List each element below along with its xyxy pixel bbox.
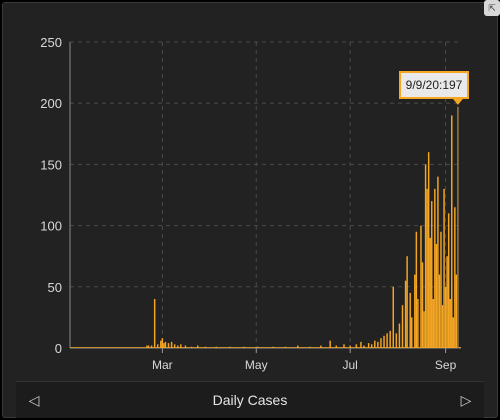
bar: [153, 299, 156, 348]
tooltip-pointer: [452, 98, 463, 105]
bar: [414, 274, 416, 348]
x-tick-label: Sep: [435, 358, 457, 372]
bar: [160, 340, 162, 348]
triangle-left-icon[interactable]: ◁: [28, 392, 40, 408]
bar: [272, 346, 274, 348]
bar: [432, 299, 435, 348]
bar: [343, 344, 345, 348]
bar: [431, 201, 433, 348]
y-tick-label: 250: [40, 35, 62, 50]
data-tooltip: 9/9/20:197: [399, 71, 500, 99]
bar: [434, 188, 436, 348]
bar: [441, 305, 444, 348]
bar: [163, 343, 165, 348]
bar: [452, 317, 455, 348]
bar: [420, 225, 422, 348]
bar: [451, 115, 453, 348]
bar: [370, 344, 373, 348]
bar: [309, 346, 311, 348]
bar: [167, 343, 170, 348]
bar: [447, 213, 450, 348]
bar: [444, 286, 447, 348]
bar: [204, 346, 207, 348]
bar: [383, 335, 385, 348]
bar: [164, 341, 167, 348]
bar: [389, 330, 391, 348]
bar: [349, 345, 351, 348]
bar: [215, 346, 217, 348]
bar: [335, 345, 338, 348]
bar: [429, 237, 431, 348]
bar: [177, 345, 179, 348]
bar: [146, 345, 148, 348]
bar: [243, 346, 245, 348]
bar: [398, 323, 401, 348]
y-tick-label: 50: [48, 280, 62, 295]
bar: [437, 176, 439, 348]
bar: [380, 338, 382, 348]
bar: [170, 341, 173, 348]
bar: [257, 346, 259, 348]
bar: [180, 344, 182, 348]
bar: [150, 345, 153, 348]
bar: [363, 345, 365, 348]
bar: [426, 188, 428, 348]
bar: [454, 207, 456, 348]
y-tick-label: 0: [55, 341, 62, 356]
bar: [367, 343, 370, 348]
bar: [409, 292, 411, 348]
bar: [421, 262, 424, 348]
bar: [377, 341, 379, 348]
bar: [386, 333, 388, 348]
bar: [427, 152, 430, 348]
bar: [417, 299, 419, 348]
bar: [355, 344, 358, 348]
bar: [435, 243, 438, 348]
bar: [374, 340, 376, 348]
y-tick-label: 150: [40, 157, 62, 172]
bar: [401, 305, 404, 348]
x-tick-label: Mar: [152, 358, 173, 372]
bar: [446, 256, 448, 348]
bar: [392, 286, 395, 348]
triangle-right-icon[interactable]: ▷: [460, 392, 472, 408]
y-tick-label: 200: [40, 96, 62, 111]
bar: [197, 345, 199, 348]
bar: [415, 231, 418, 348]
chart-title: Daily Cases: [212, 392, 288, 408]
bar: [297, 345, 299, 348]
bar: [173, 344, 176, 348]
bar: [360, 341, 362, 348]
chart-footer: ◁ Daily Cases ▷: [16, 381, 484, 418]
bar: [443, 188, 445, 348]
tooltip-label: 9/9/20:197: [399, 71, 469, 99]
bar: [157, 344, 159, 348]
bar: [190, 346, 193, 348]
bar: [184, 345, 187, 348]
bar: [404, 280, 407, 348]
bar: [329, 340, 331, 348]
bar: [455, 274, 458, 348]
bar: [147, 345, 150, 348]
bar: [395, 333, 398, 348]
expand-icon[interactable]: ⇱: [484, 0, 500, 16]
bar: [229, 346, 231, 348]
bar: [406, 256, 408, 348]
x-tick-label: May: [245, 358, 268, 372]
bar: [423, 311, 425, 348]
bar: [284, 346, 287, 348]
y-tick-label: 100: [40, 219, 62, 234]
bar: [449, 299, 451, 348]
bar: [320, 345, 322, 348]
bar: [161, 338, 164, 348]
bar: [438, 274, 441, 348]
bar: [440, 231, 442, 348]
bar: [411, 317, 413, 348]
daily-cases-chart: 0 50 100 150 200 250 Mar May Jul Sep: [40, 35, 463, 372]
x-tick-label: Jul: [342, 358, 357, 372]
bar: [424, 164, 427, 348]
